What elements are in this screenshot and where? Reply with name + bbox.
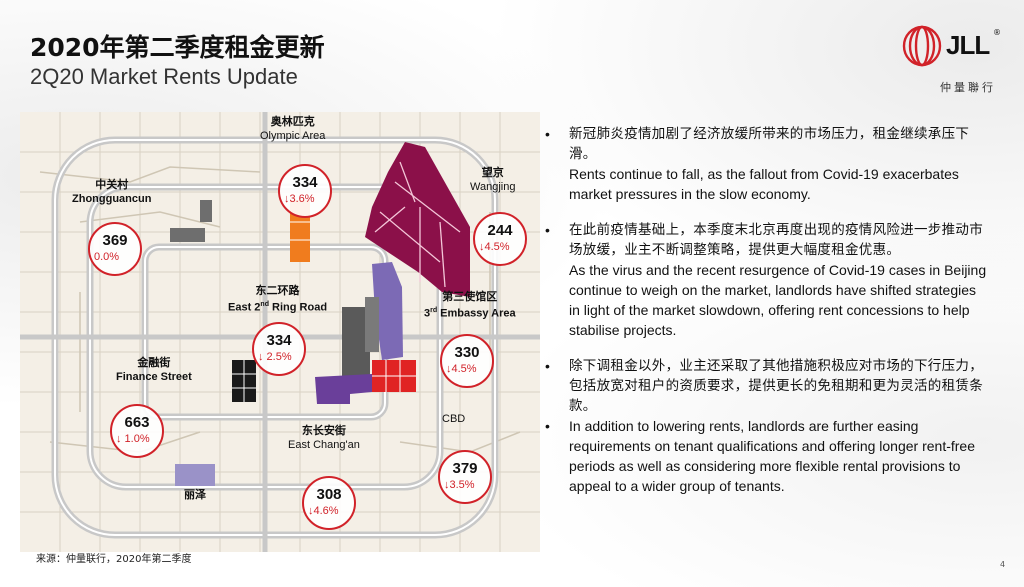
- source-note: 来源：仲量联行，2020年第二季度: [36, 554, 192, 565]
- beijing-office-map: 奥林匹克 Olympic Area 中关村 Zhongguancun 望京 Wa…: [20, 112, 540, 552]
- label-wangjing: 望京 Wangjing: [470, 167, 516, 193]
- wangjing-district: [365, 142, 470, 297]
- rent-bubble-east2nd: 334 ↓ 2.5%: [252, 322, 306, 376]
- zhongguancun-district: [200, 200, 212, 222]
- label-east2nd: 东二环路 East 2nd Ring Road: [228, 285, 328, 314]
- bullet-item: • 在此前疫情基础上，本季度末北京再度出现的疫情风险进一步推动市场放缓，业主不断…: [535, 220, 990, 340]
- bullet-dot: •: [545, 222, 550, 238]
- rent-bubble-olympic: 334 ↓3.6%: [278, 164, 332, 218]
- page-number: 4: [1000, 560, 1006, 569]
- bullet-item: • 新冠肺炎疫情加剧了经济放缓所带来的市场压力，租金继续承压下滑。 Rents …: [535, 124, 990, 204]
- label-changan: 东长安街 East Chang'an: [288, 425, 360, 451]
- rent-bubble-zhongguancun: 369 0.0%: [88, 222, 142, 276]
- logo-subtitle: 仲量聯行: [940, 81, 996, 94]
- jll-logo-icon: [902, 25, 942, 67]
- embassy-district: [372, 262, 403, 360]
- east2nd-district-2: [365, 297, 379, 352]
- bullet-dot: •: [545, 358, 550, 374]
- bullet-list: • 新冠肺炎疫情加剧了经济放缓所带来的市场压力，租金继续承压下滑。 Rents …: [535, 124, 990, 496]
- zhongguancun-district-2: [170, 228, 205, 242]
- bullet-text-zh: 在此前疫情基础上，本季度末北京再度出现的疫情风险进一步推动市场放缓，业主不断调整…: [569, 222, 983, 258]
- lize-district: [175, 464, 215, 486]
- bullet-item: • In addition to lowering rents, landlor…: [535, 416, 990, 496]
- page-title-en: 2Q20 Market Rents Update: [30, 64, 298, 89]
- label-olympic: 奥林匹克 Olympic Area: [260, 116, 326, 142]
- label-embassy: 第三使馆区 3rd Embassy Area: [424, 291, 516, 320]
- label-lize: 丽泽: [184, 489, 206, 501]
- logo-wordmark: JLL: [946, 30, 990, 60]
- rent-bubble-finance: 663 ↓ 1.0%: [110, 404, 164, 458]
- rent-bubble-embassy: 330 ↓4.5%: [440, 334, 494, 388]
- label-zhongguancun: 中关村 Zhongguancun: [72, 179, 152, 205]
- rent-bubble-wangjing: 244 ↓4.5%: [473, 212, 527, 266]
- logo-trademark: ®: [993, 28, 1001, 37]
- label-cbd: CBD: [442, 413, 466, 425]
- rent-bubble-changan: 308 ↓4.6%: [302, 476, 356, 530]
- bullet-text-en: As the virus and the recent resurgence o…: [569, 262, 987, 338]
- bullet-text-en: In addition to lowering rents, landlords…: [569, 418, 975, 494]
- page-title-zh: 2020年第二季度租金更新: [30, 33, 325, 62]
- label-finance: 金融街 Finance Street: [116, 357, 192, 383]
- bullet-dot: •: [545, 418, 550, 434]
- rent-bubble-cbd: 379 ↓3.5%: [438, 450, 492, 504]
- bullet-item: • 除下调租金以外，业主还采取了其他措施积极应对市场的下行压力，包括放宽对租户的…: [535, 356, 990, 416]
- bullet-text-zh: 除下调租金以外，业主还采取了其他措施积极应对市场的下行压力，包括放宽对租户的资质…: [569, 358, 983, 414]
- changan-district: [315, 374, 372, 404]
- bullet-dot: •: [545, 126, 550, 142]
- bullet-text-zh: 新冠肺炎疫情加剧了经济放缓所带来的市场压力，租金继续承压下滑。: [569, 126, 970, 162]
- jll-logo: JLL ® 仲量聯行: [900, 24, 1005, 96]
- bullet-text-en: Rents continue to fall, as the fallout f…: [569, 166, 959, 202]
